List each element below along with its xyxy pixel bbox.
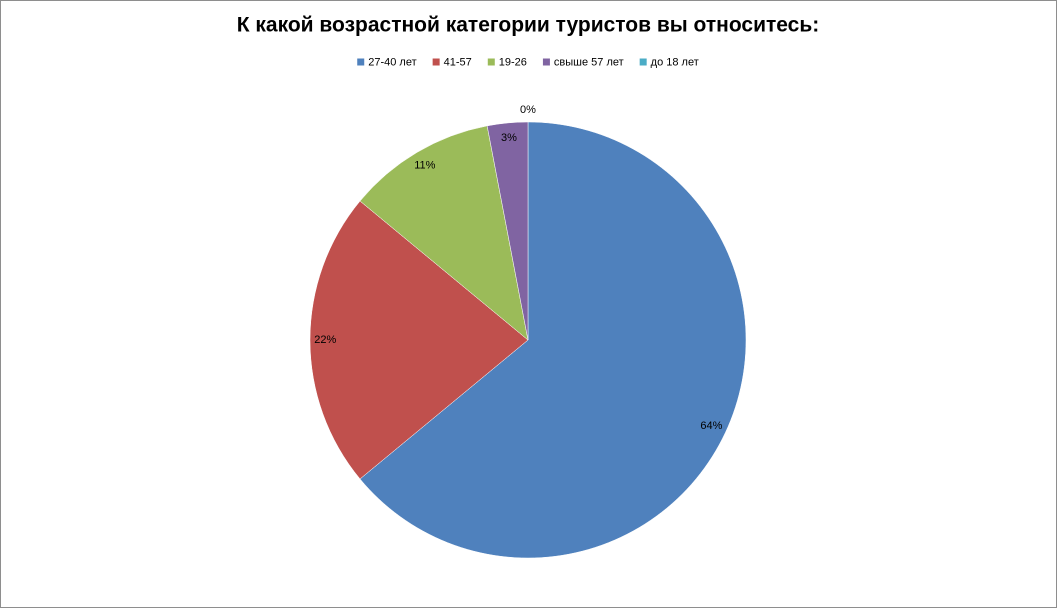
legend-label: до 18 лет	[651, 56, 699, 68]
value-label: 22%	[314, 334, 336, 346]
value-label: 64%	[700, 420, 722, 432]
legend-swatch	[639, 58, 647, 66]
legend-swatch	[487, 58, 495, 66]
legend-swatch	[357, 58, 365, 66]
pie-slice	[486, 121, 529, 341]
value-label: 3%	[501, 132, 517, 144]
legend-label: 19-26	[499, 56, 527, 68]
legend-label: свыше 57 лет	[554, 56, 624, 68]
legend: 27-40 лет 41-57 19-26 свыше 57 лет до 18 лет	[357, 56, 699, 68]
pie-slice	[359, 125, 529, 341]
chart-title: К какой возрастной категории туристов вы…	[237, 14, 820, 37]
legend-label: 41-57	[444, 56, 472, 68]
value-label: 11%	[414, 159, 435, 171]
legend-swatch	[432, 58, 440, 66]
legend-label: 27-40 лет	[368, 56, 416, 68]
pie-slice	[359, 121, 747, 559]
pie-slice	[309, 200, 529, 480]
value-label: 0%	[520, 104, 536, 116]
legend-swatch	[542, 58, 550, 66]
